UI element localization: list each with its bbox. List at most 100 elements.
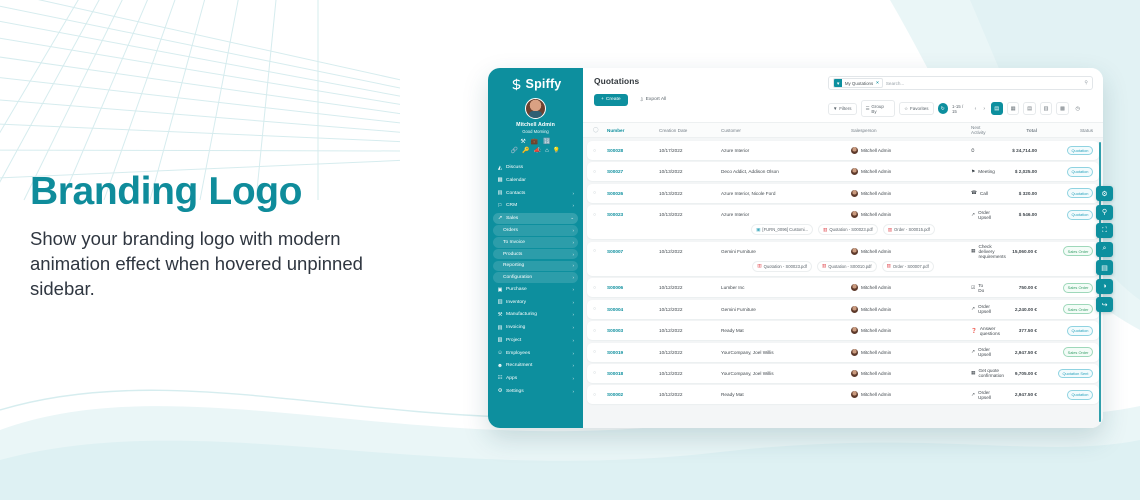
brand-logo[interactable]: Spiffy — [510, 77, 562, 91]
sidebar-item-discuss[interactable]: ◭ Discuss — [493, 162, 578, 173]
sidebar-item-crm[interactable]: ⚐ CRM › — [493, 200, 578, 211]
table-row[interactable]: ○ S00028 10/17/2022 Azure Interior Mitchell … — [587, 141, 1099, 160]
filters-button[interactable]: ▼ Filters — [828, 102, 857, 115]
row-checkbox[interactable]: ○ — [593, 349, 597, 355]
row-checkbox[interactable]: ○ — [593, 284, 597, 291]
search-rail-icon[interactable]: ⚲ — [1096, 204, 1113, 220]
sidebar-item-apps[interactable]: ☷ Apps › — [493, 373, 578, 384]
sidebar-item-contacts[interactable]: ▤ Contacts › — [493, 187, 578, 198]
cell-next-activity: ⏱ — [971, 148, 975, 153]
calendar-view-icon[interactable]: ▤ — [1023, 102, 1036, 115]
pivot-view-icon[interactable]: ▥ — [1039, 102, 1053, 115]
promo-copy: Branding Logo Show your branding logo wi… — [30, 171, 430, 302]
fullscreen-rail-icon[interactable]: ⛶ — [1096, 223, 1113, 238]
sidebar-item-inventory[interactable]: ▥ Inventory › — [493, 297, 578, 308]
attachment-chip[interactable]: ▥ Order - S00015.pdf — [882, 224, 935, 236]
zoom-rail-icon[interactable]: ⌕ — [1096, 241, 1113, 257]
attachment-chip[interactable]: ▥ Quotation - S00023.pdf — [752, 260, 812, 272]
layout-rail-icon[interactable]: ▤ — [1096, 260, 1113, 275]
row-checkbox[interactable]: ○ — [593, 370, 597, 377]
link-icon[interactable]: 🔗 — [510, 148, 519, 154]
bulb-icon[interactable]: 💡 — [552, 148, 561, 154]
column-header-number[interactable]: Number — [607, 127, 625, 133]
attachment-chip[interactable]: ▥ Order - S00007.pdf — [881, 260, 934, 272]
chevron-right-icon: › — [572, 287, 574, 293]
row-checkbox[interactable]: ○ — [593, 211, 597, 218]
sidebar-item-products[interactable]: Products › — [493, 248, 578, 260]
row-checkbox[interactable]: ○ — [593, 168, 597, 175]
export-all-button[interactable]: ⇩ Export All — [634, 93, 673, 106]
avatar[interactable] — [525, 98, 546, 119]
column-header-status[interactable]: Status — [1079, 127, 1093, 133]
sidebar-item-to-invoice[interactable]: To Invoice › — [493, 237, 578, 248]
cell-customer: Azure Interior, Nicole Ford — [721, 190, 776, 196]
tools-icon[interactable]: ⚒ — [520, 139, 526, 145]
favorites-button[interactable]: ☆ Favorites — [899, 102, 934, 116]
sidebar-item-sales[interactable]: ↗ Sales ⌄ — [493, 212, 578, 225]
theme-settings-icon[interactable]: ⚙ — [1096, 186, 1113, 201]
column-header-creation-date[interactable]: Creation Date — [659, 127, 688, 133]
home-icon[interactable]: ⌂ — [545, 148, 549, 154]
pager-prev-button[interactable]: ‹ — [974, 105, 977, 112]
control-panel: Quotations + Create ⇩ Export All ▼ My Qu… — [583, 68, 1103, 122]
table-row[interactable]: ○ S00003 10/12/2022 Ready Mat Mitchell Admin… — [587, 321, 1099, 341]
table-row[interactable]: ○ S00002 10/12/2022 Ready Mat Mitchell Admin… — [587, 385, 1099, 405]
row-checkbox[interactable]: ○ — [593, 327, 597, 334]
table-row[interactable]: ○ S00004 10/12/2022 Gemini Furniture Mitchel… — [587, 299, 1099, 319]
attachment-chip[interactable]: ▥ Quotation - S00023.pdf — [818, 224, 878, 236]
search-facet-my-quotations[interactable]: ▼ My Quotations ✕ — [833, 78, 883, 88]
refresh-button[interactable]: ↻ — [937, 103, 948, 114]
sidebar-item-invoicing[interactable]: ▤ Invoicing › — [493, 322, 578, 333]
list-view-icon[interactable]: ▤ — [990, 102, 1003, 115]
sidebar-item-manufacturing[interactable]: ⚒ Manufacturing › — [493, 309, 578, 320]
calculator-icon[interactable]: 🔢 — [543, 139, 551, 145]
bag-icon[interactable]: 💼 — [530, 139, 539, 145]
sidebar-item-calendar[interactable]: ▦ Calendar — [493, 175, 578, 186]
search-icon[interactable]: ⚲ — [1084, 80, 1088, 86]
group-by-button[interactable]: ☰ Group By — [860, 100, 896, 118]
sidebar-item-recruitment[interactable]: ☻ Recruitment › — [493, 360, 578, 371]
table-row[interactable]: ○ S00023 10/13/2022 Azure Interior Mitchell … — [587, 205, 1099, 225]
cell-next-activity: ☎ Call — [971, 190, 988, 196]
share-rail-icon[interactable]: ↪ — [1096, 297, 1113, 312]
row-checkbox[interactable]: ○ — [593, 391, 597, 398]
sidebar-item-reporting[interactable]: Reporting › — [493, 260, 578, 271]
create-button[interactable]: + Create — [594, 93, 628, 106]
sidebar-item-project[interactable]: ▧ Project › — [493, 335, 578, 346]
salesperson-name: Mitchell Admin — [861, 248, 892, 254]
table-row[interactable]: ○ S00018 10/12/2022 YourCompany, Joel Willi… — [587, 363, 1099, 383]
row-checkbox[interactable]: ○ — [593, 306, 597, 313]
sidebar-item-orders[interactable]: Orders › — [493, 225, 578, 236]
pager-next-button[interactable]: › — [983, 105, 985, 112]
sidebar-item-employees[interactable]: ☺ Employees › — [493, 347, 578, 358]
cell-number: S00028 — [607, 148, 624, 153]
row-checkbox[interactable]: ○ — [593, 248, 597, 255]
color-rail-icon[interactable]: ◑ — [1096, 278, 1113, 294]
column-header-customer[interactable]: Customer — [721, 127, 741, 133]
search-input[interactable]: Search... — [885, 80, 905, 86]
select-all-checkbox[interactable]: ◯ — [593, 127, 599, 133]
row-checkbox[interactable]: ○ — [593, 147, 597, 154]
table-row[interactable]: ○ S00027 10/13/2022 Deco Addict, Addison Ol… — [587, 162, 1099, 182]
quick-icons-row-1: ⚒ 💼 🔢 — [520, 139, 550, 145]
table-row[interactable]: ○ S00007 10/12/2022 Gemini Furniture Mitchel… — [587, 241, 1099, 261]
column-header-salesperson[interactable]: Salesperson — [851, 127, 877, 133]
activity-view-icon[interactable]: ◷ — [1075, 105, 1081, 112]
search-bar[interactable]: ▼ My Quotations ✕ Search... ⚲ — [828, 76, 1093, 90]
kanban-view-icon[interactable]: ▦ — [1006, 102, 1020, 115]
column-header-total[interactable]: Total — [1026, 127, 1037, 133]
sidebar-item-purchase[interactable]: ▣ Purchase › — [493, 284, 578, 295]
cell-status: Sales Order — [1037, 304, 1093, 315]
table-row[interactable]: ○ S00026 10/13/2022 Azure Interior, Nicole … — [587, 183, 1099, 203]
table-row[interactable]: ○ S00019 10/12/2022 YourCompany, Joel Willi… — [587, 342, 1099, 362]
table-row[interactable]: ○ S00006 10/12/2022 Lumber Inc Mitchell Admi… — [587, 278, 1099, 298]
close-icon[interactable]: ✕ — [875, 80, 880, 85]
row-checkbox[interactable]: ○ — [593, 190, 597, 197]
megaphone-icon[interactable]: 📣 — [533, 148, 542, 154]
graph-view-icon[interactable]: ▩ — [1056, 102, 1069, 115]
sidebar-item-settings[interactable]: ⚙ Settings › — [493, 385, 578, 396]
sidebar-item-configuration[interactable]: Configuration › — [493, 272, 578, 283]
key-icon[interactable]: 🔑 — [522, 148, 530, 154]
attachment-chip[interactable]: ▥ Quotation - S00010.pdf — [816, 260, 877, 272]
attachment-chip[interactable]: ▣ [FURN_0096] Customi... — [751, 224, 814, 236]
